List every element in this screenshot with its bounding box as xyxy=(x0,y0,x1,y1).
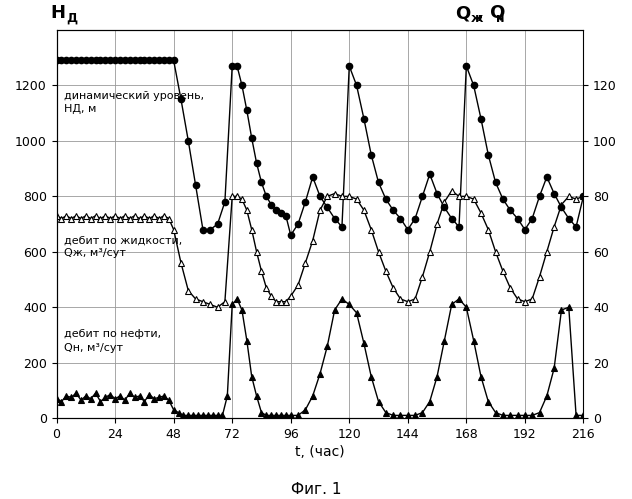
Text: , Q: , Q xyxy=(477,4,506,22)
Text: динамический уровень,
HД, м: динамический уровень, HД, м xyxy=(64,91,204,114)
Text: Q: Q xyxy=(455,4,470,22)
Text: Н: Н xyxy=(51,4,66,22)
Text: Фиг. 1: Фиг. 1 xyxy=(291,482,341,497)
Text: ж: ж xyxy=(471,12,483,25)
Text: дебит по нефти,
Qн, м³/сут: дебит по нефти, Qн, м³/сут xyxy=(64,329,161,353)
Text: дебит по жидкости,
Qж, м³/сут: дебит по жидкости, Qж, м³/сут xyxy=(64,235,182,258)
X-axis label: t, (час): t, (час) xyxy=(295,445,345,459)
Text: н: н xyxy=(496,12,504,25)
Text: Д: Д xyxy=(66,12,78,25)
